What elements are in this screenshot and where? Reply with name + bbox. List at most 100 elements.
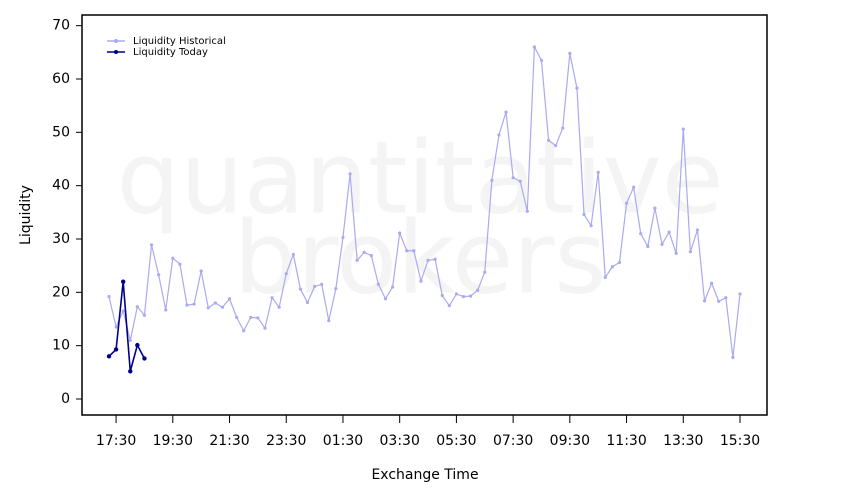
data-point: [270, 296, 274, 300]
data-point: [398, 231, 402, 235]
data-point: [405, 249, 409, 253]
data-point: [454, 292, 459, 296]
data-point: [710, 281, 714, 285]
watermark: quantitative: [117, 119, 724, 236]
data-point: [632, 185, 636, 189]
data-point: [568, 51, 572, 56]
data-point: [206, 306, 210, 310]
data-point: [532, 45, 536, 49]
x-tick-label: 17:30: [96, 433, 136, 449]
data-point: [639, 232, 643, 236]
data-point: [348, 172, 352, 176]
data-point: [369, 253, 373, 258]
legend-label: Liquidity Today: [133, 47, 208, 58]
x-tick-label: 15:30: [720, 433, 760, 449]
data-point: [660, 242, 664, 246]
data-point: [596, 170, 600, 174]
data-point: [419, 279, 423, 283]
x-tick-label: 09:30: [550, 433, 590, 449]
data-point: [120, 279, 126, 284]
x-tick-label: 03:30: [380, 433, 420, 449]
y-tick-label: 30: [52, 231, 70, 247]
data-point: [164, 308, 168, 312]
data-point: [320, 282, 324, 286]
data-point: [106, 354, 112, 359]
data-point: [171, 256, 175, 260]
data-point: [447, 304, 451, 308]
data-point: [490, 178, 494, 182]
data-point: [390, 285, 395, 289]
data-point: [362, 250, 366, 254]
data-point: [298, 287, 303, 291]
data-point: [461, 295, 466, 299]
x-tick-label: 21:30: [209, 433, 249, 449]
data-point: [355, 258, 359, 262]
data-point: [277, 305, 281, 309]
data-point: [128, 338, 132, 342]
y-tick-label: 0: [61, 391, 70, 407]
data-point: [249, 315, 253, 319]
data-point: [142, 313, 147, 317]
x-tick-label: 05:30: [436, 433, 476, 449]
data-point: [291, 252, 295, 257]
data-point: [128, 369, 133, 374]
data-point: [738, 292, 742, 296]
data-point: [483, 270, 487, 274]
data-point: [227, 297, 232, 301]
data-point: [113, 347, 119, 352]
data-point: [192, 302, 196, 306]
data-point: [511, 176, 515, 180]
y-tick-label: 50: [52, 124, 70, 140]
data-point: [313, 284, 317, 289]
legend-label: Liquidity Historical: [133, 36, 226, 47]
data-point: [433, 257, 437, 261]
data-point: [695, 228, 700, 232]
data-point: [702, 299, 707, 303]
data-point: [731, 355, 735, 359]
y-tick-label: 40: [52, 178, 70, 194]
watermark: brokers: [234, 199, 607, 316]
data-point: [178, 262, 182, 266]
data-point: [624, 201, 629, 205]
data-point: [688, 250, 692, 254]
data-point: [653, 206, 657, 210]
data-point: [121, 309, 125, 313]
data-point: [476, 288, 480, 292]
data-point: [646, 244, 650, 249]
data-point: [149, 243, 154, 247]
data-point: [589, 224, 593, 228]
data-point: [412, 249, 416, 253]
data-point: [284, 272, 288, 276]
data-point: [681, 127, 685, 131]
data-point: [610, 265, 614, 269]
data-point: [561, 126, 565, 130]
x-tick-label: 19:30: [153, 433, 193, 449]
data-point: [440, 293, 444, 298]
data-point: [327, 319, 331, 323]
data-point: [142, 356, 147, 361]
data-point: [341, 235, 345, 239]
y-tick-label: 10: [52, 338, 70, 354]
data-point: [383, 297, 388, 301]
data-point: [525, 209, 529, 213]
x-tick-label: 23:30: [266, 433, 306, 449]
data-point: [334, 287, 338, 291]
y-axis-label: Liquidity: [18, 185, 34, 245]
data-point: [426, 258, 430, 262]
data-point: [135, 342, 140, 348]
plot-frame: [81, 14, 768, 416]
legend-marker: [114, 50, 118, 54]
data-point: [376, 282, 381, 286]
data-point: [256, 316, 260, 320]
data-point: [157, 273, 161, 277]
data-point: [575, 86, 579, 90]
x-axis-label: Exchange Time: [371, 467, 478, 483]
data-point: [468, 294, 473, 298]
data-point: [263, 326, 267, 330]
data-point: [603, 275, 607, 279]
data-point: [114, 325, 118, 329]
x-tick-label: 11:30: [606, 433, 646, 449]
data-point: [582, 212, 586, 217]
data-point: [674, 251, 678, 255]
